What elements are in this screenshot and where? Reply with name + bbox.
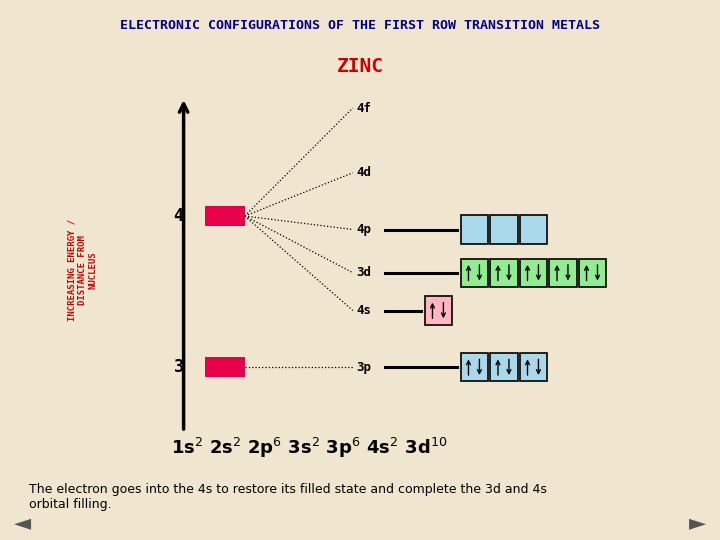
- Bar: [520, 259, 547, 287]
- Text: ►: ►: [688, 514, 706, 534]
- Text: ◄: ◄: [14, 514, 32, 534]
- Bar: [579, 259, 606, 287]
- Bar: [490, 215, 518, 244]
- Text: 3p: 3p: [356, 361, 372, 374]
- Text: 1s$^2$ 2s$^2$ 2p$^6$ 3s$^2$ 3p$^6$ 4s$^2$ 3d$^{10}$: 1s$^2$ 2s$^2$ 2p$^6$ 3s$^2$ 3p$^6$ 4s$^2…: [171, 436, 448, 460]
- Text: INCREASING ENERGY /
DISTANCE FROM
NUCLEUS: INCREASING ENERGY / DISTANCE FROM NUCLEU…: [68, 219, 98, 321]
- Text: 3: 3: [174, 358, 184, 376]
- Bar: [461, 353, 488, 381]
- Bar: [205, 357, 245, 377]
- Bar: [490, 353, 518, 381]
- Text: 4s: 4s: [356, 304, 372, 317]
- Text: 3d: 3d: [356, 266, 372, 279]
- Text: 4f: 4f: [356, 102, 372, 114]
- Text: ZINC: ZINC: [336, 57, 384, 76]
- Text: 4p: 4p: [356, 223, 372, 236]
- Bar: [490, 259, 518, 287]
- Text: 4: 4: [174, 207, 184, 225]
- Bar: [520, 353, 547, 381]
- Bar: [520, 215, 547, 244]
- Text: ELECTRONIC CONFIGURATIONS OF THE FIRST ROW TRANSITION METALS: ELECTRONIC CONFIGURATIONS OF THE FIRST R…: [120, 19, 600, 32]
- Bar: [205, 206, 245, 226]
- Text: 4d: 4d: [356, 166, 372, 179]
- Bar: [425, 296, 452, 325]
- Bar: [461, 215, 488, 244]
- Bar: [461, 259, 488, 287]
- Bar: [549, 259, 577, 287]
- Text: The electron goes into the 4s to restore its filled state and complete the 3d an: The electron goes into the 4s to restore…: [29, 483, 546, 511]
